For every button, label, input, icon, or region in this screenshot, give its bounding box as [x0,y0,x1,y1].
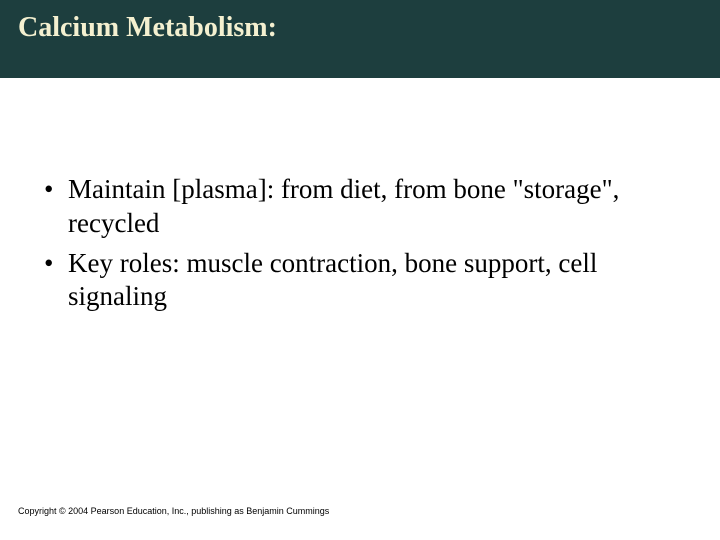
slide-container: Calcium Metabolism: Maintain [plasma]: f… [0,0,720,540]
content-area: Maintain [plasma]: from diet, from bone … [0,78,720,314]
slide-title: Calcium Metabolism: [18,12,702,44]
bullet-list: Maintain [plasma]: from diet, from bone … [30,173,690,314]
bullet-text: Maintain [plasma]: from diet, from bone … [68,174,619,238]
list-item: Key roles: muscle contraction, bone supp… [30,247,690,315]
bullet-text: Key roles: muscle contraction, bone supp… [68,248,597,312]
copyright-footer: Copyright © 2004 Pearson Education, Inc.… [18,506,329,516]
list-item: Maintain [plasma]: from diet, from bone … [30,173,690,241]
title-bar: Calcium Metabolism: [0,0,720,78]
